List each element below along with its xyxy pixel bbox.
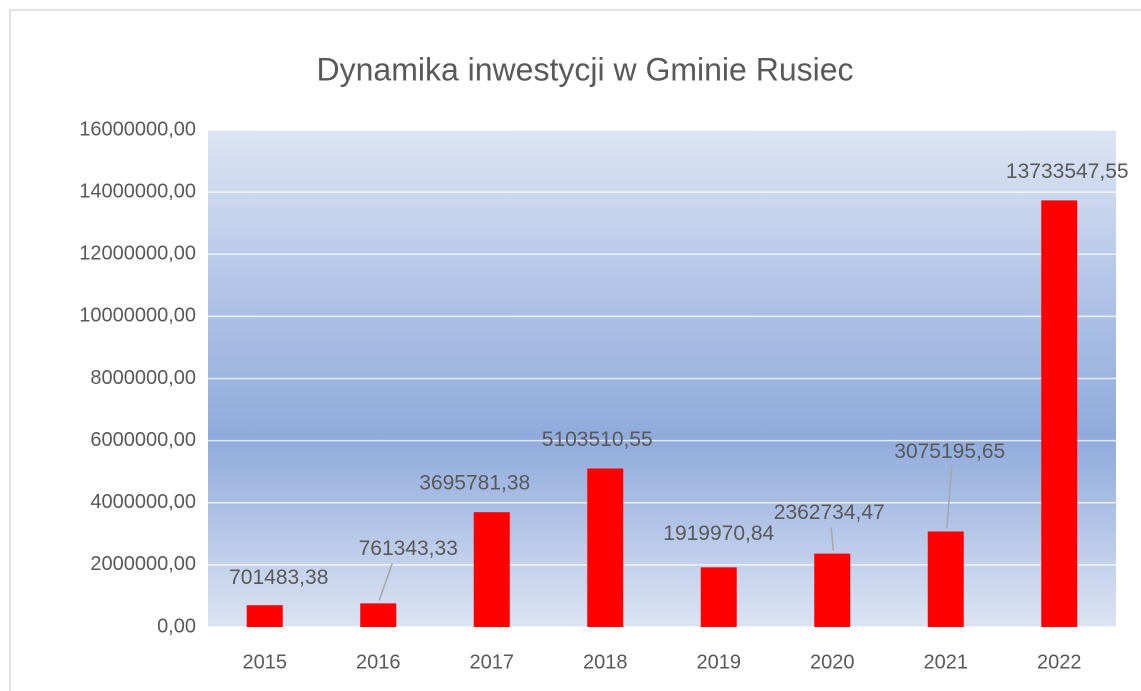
x-tick-label: 2019 [697,651,742,673]
y-tick-label: 2000000,00 [90,553,196,575]
leader-line [378,563,393,601]
data-label: 5103510,55 [542,428,653,451]
bar [700,567,737,627]
data-label: 2362734,47 [774,501,885,524]
bar [587,468,624,627]
data-label: 13733547,55 [1006,160,1129,183]
y-tick-label: 14000000,00 [79,180,196,202]
x-tick-label: 2018 [583,651,628,673]
y-tick-label: 0,00 [157,615,196,637]
y-tick-label: 16000000,00 [79,118,196,140]
data-label: 3695781,38 [419,472,530,495]
data-label: 1919970,84 [663,522,774,545]
leader-line [830,527,834,551]
bar [473,512,510,627]
x-tick-label: 2017 [470,651,515,673]
y-tick-label: 4000000,00 [90,491,196,513]
x-tick-label: 2021 [924,651,969,673]
bar [1041,200,1078,627]
data-label: 3075195,65 [894,440,1005,463]
x-tick-label: 2020 [810,651,855,673]
bar [360,603,397,627]
bar [814,553,851,627]
y-tick-label: 10000000,00 [79,305,196,327]
y-tick-label: 6000000,00 [90,429,196,451]
chart-title: Dynamika inwestycji w Gminie Rusiec [316,51,853,87]
x-tick-label: 2022 [1037,651,1082,673]
y-tick-label: 8000000,00 [90,367,196,389]
data-label: 761343,33 [359,537,458,560]
x-tick-label: 2015 [243,651,288,673]
x-tick-label: 2016 [356,651,401,673]
data-label: 701483,38 [229,566,328,589]
y-tick-label: 12000000,00 [79,243,196,265]
leader-line [946,466,953,529]
bar [927,531,964,627]
bar [246,605,283,627]
